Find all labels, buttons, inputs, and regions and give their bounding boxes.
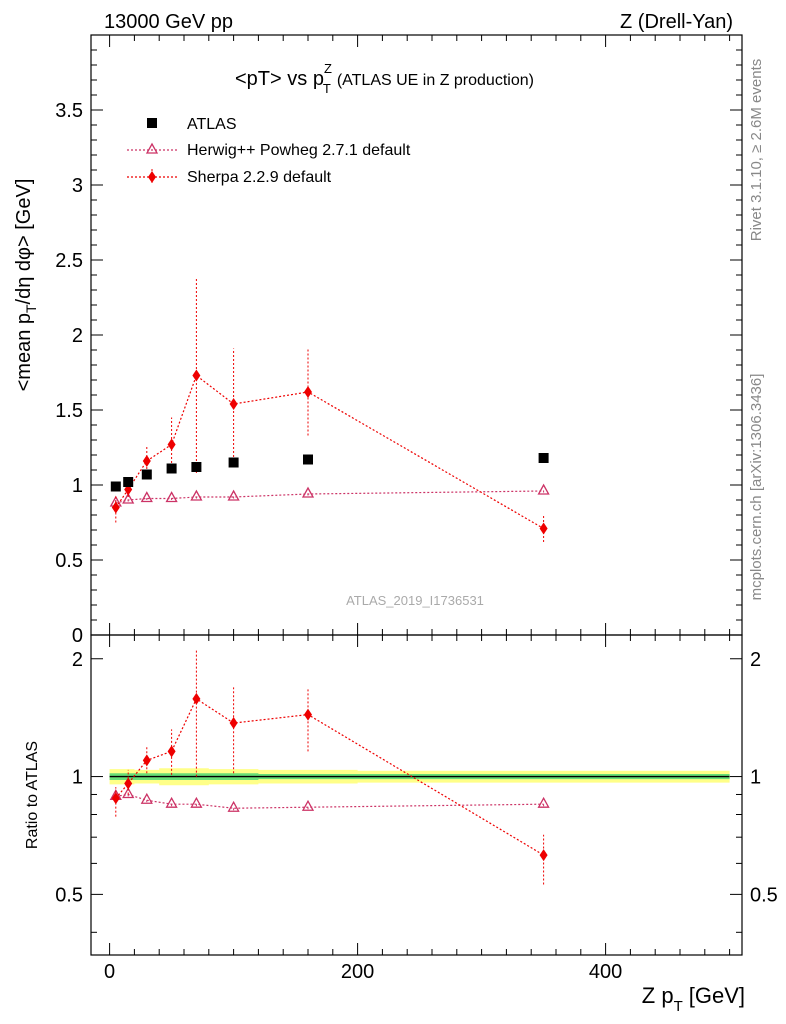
analysis-watermark: ATLAS_2019_I1736531 <box>346 593 484 608</box>
atlas-main-point <box>141 469 152 480</box>
herwig-main-point <box>301 486 315 498</box>
ratio-y-tick-label-right: 2 <box>750 649 761 671</box>
energy-label: 13000 GeV pp <box>104 11 233 33</box>
main-y-tick-label: 3.5 <box>55 100 83 122</box>
ratio-y-tick-label-right: 1 <box>750 767 761 789</box>
main-y-tick-label: 1.5 <box>55 400 83 422</box>
main-title: <pT> vs pZ T (ATLAS UE in Z production) <box>235 61 534 96</box>
legend-label-herwig: Herwig++ Powheg 2.7.1 default <box>187 142 411 159</box>
main-y-tick-label: 2 <box>72 325 83 347</box>
x-tick-label: 0 <box>104 961 115 983</box>
axes-frames: 0 0.5 1 1.5 2 2.5 3 3.5 0 200 400 0.5 0.5 1 1 2 2 <box>55 34 778 983</box>
ratio-y-tick-label-right: 0.5 <box>750 884 778 906</box>
herwig-ratio-point <box>301 799 315 811</box>
process-label: Z (Drell-Yan) <box>620 11 733 33</box>
sherpa-ratio-line <box>115 697 544 856</box>
atlas-main-point <box>303 454 313 465</box>
svg-text:<mean pT/dη dφ> [GeV]: <mean pT/dη dφ> [GeV] <box>13 179 39 392</box>
herwig-ratio-point <box>190 796 203 808</box>
main-y-tick-label: 1 <box>72 475 83 497</box>
legend: ATLAS Herwig++ Powheg 2.7.1 default Sher… <box>127 116 411 186</box>
legend-marker-herwig <box>145 142 159 154</box>
legend-marker-atlas <box>147 118 157 128</box>
ratio-y-axis-label: Ratio to ATLAS <box>24 741 41 849</box>
legend-label-sherpa: Sherpa 2.2.9 default <box>187 169 332 186</box>
sherpa-ratio-point <box>304 708 312 721</box>
atlas-main-point <box>123 477 134 487</box>
herwig-ratio-point <box>227 800 240 812</box>
ratio-y-tick-label-left: 0.5 <box>55 884 83 906</box>
ratio-y-tick-label-left: 1 <box>72 767 83 789</box>
sherpa-main-point <box>167 438 176 451</box>
ratio-frame <box>90 634 743 956</box>
atlas-main-point <box>228 457 239 468</box>
ratio-panel <box>109 650 730 885</box>
herwig-ratio-point <box>140 792 153 804</box>
sherpa-main-line <box>115 374 544 530</box>
sherpa-ratio-point <box>142 754 151 767</box>
main-y-tick-label: 3 <box>72 175 83 197</box>
herwig-ratio-point <box>537 796 550 808</box>
legend-marker-sherpa <box>148 171 156 183</box>
ratio-y-tick-label-left: 2 <box>72 649 83 671</box>
sherpa-ratio-point <box>192 692 201 705</box>
x-tick-label: 200 <box>341 961 374 983</box>
mcplots-label: mcplots.cern.ch [arXiv:1306.3436] <box>748 374 765 601</box>
herwig-main-point <box>140 491 153 503</box>
sherpa-ratio-point <box>111 792 120 805</box>
herwig-main-point <box>190 489 203 501</box>
rivet-label: Rivet 3.1.10, ≥ 2.6M events <box>748 59 765 242</box>
sherpa-main-point <box>304 386 312 398</box>
main-panel <box>109 278 550 542</box>
sherpa-main-point <box>142 455 151 467</box>
atlas-main-point <box>191 462 202 472</box>
sherpa-main-point <box>229 398 238 410</box>
sherpa-ratio-point <box>124 777 133 790</box>
atlas-main-point <box>166 463 177 474</box>
x-axis-label: Z pT [GeV] <box>642 983 745 1015</box>
herwig-main-line <box>115 490 544 504</box>
sherpa-main-point <box>192 369 201 382</box>
atlas-main-point <box>538 453 549 463</box>
sherpa-ratio-point <box>229 717 238 730</box>
atlas-main-point <box>110 481 121 492</box>
herwig-ratio-point <box>165 796 178 808</box>
sherpa-ratio-point <box>167 745 176 758</box>
main-y-axis-label: <mean pT/dη dφ> [GeV] <box>13 179 39 392</box>
sherpa-main-point <box>539 522 548 535</box>
legend-label-atlas: ATLAS <box>187 116 237 133</box>
sherpa-ratio-point <box>539 849 548 862</box>
main-y-tick-label: 0 <box>72 625 83 647</box>
herwig-main-point <box>165 491 178 503</box>
herwig-ratio-line <box>115 793 544 809</box>
herwig-main-point <box>122 492 135 504</box>
sherpa-main-point <box>111 501 120 514</box>
main-y-tick-label: 2.5 <box>55 250 83 272</box>
herwig-ratio-point <box>122 787 135 799</box>
herwig-main-point <box>227 489 240 501</box>
x-tick-label: 400 <box>589 961 622 983</box>
herwig-main-point <box>537 483 550 495</box>
main-y-tick-label: 0.5 <box>55 550 83 572</box>
